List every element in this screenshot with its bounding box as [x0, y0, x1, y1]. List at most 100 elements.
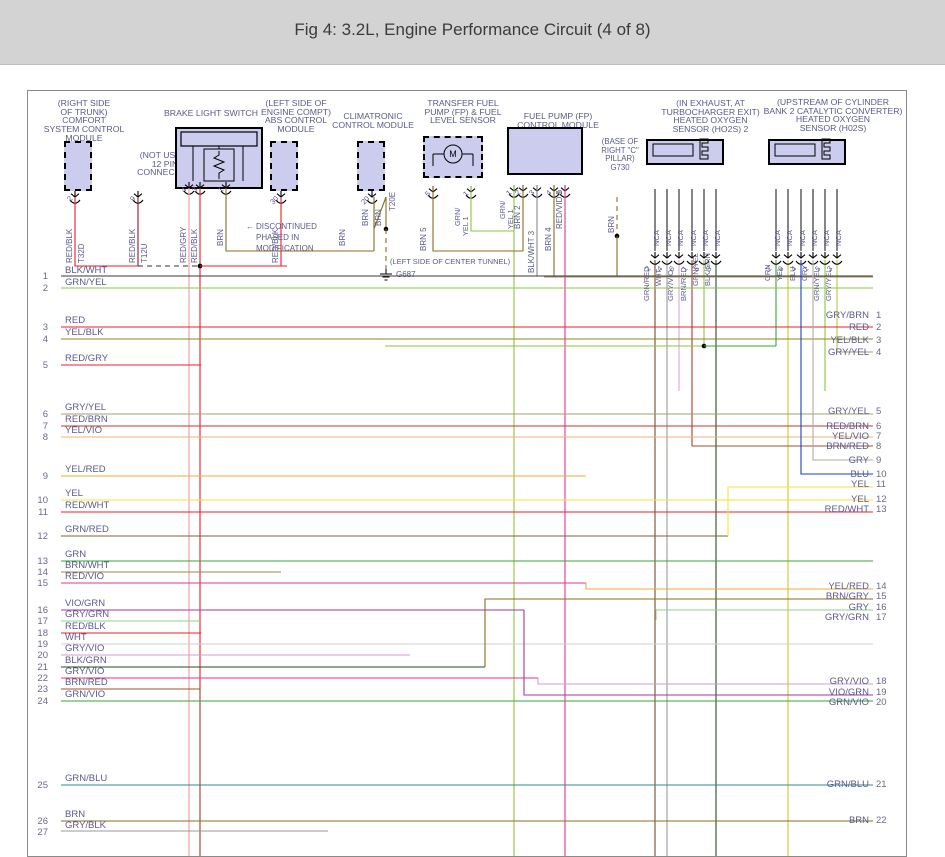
svg-text:22: 22 — [876, 815, 887, 826]
svg-text:21: 21 — [876, 779, 887, 790]
svg-text:YEL: YEL — [775, 267, 784, 281]
svg-text:RED/BLK: RED/BLK — [65, 228, 74, 263]
svg-text:MODIFICATION: MODIFICATION — [256, 244, 314, 253]
svg-text:BRN: BRN — [361, 209, 370, 226]
svg-text:RED/BLK: RED/BLK — [190, 228, 199, 263]
svg-text:T12U: T12U — [140, 243, 149, 263]
svg-text:RED/WHT: RED/WHT — [825, 504, 870, 515]
svg-text:21: 21 — [37, 662, 48, 673]
svg-text:17: 17 — [876, 612, 887, 623]
svg-text:BRN: BRN — [216, 229, 225, 246]
svg-text:10: 10 — [37, 495, 48, 506]
svg-text:22: 22 — [37, 673, 48, 684]
svg-text:30: 30 — [268, 194, 280, 206]
svg-text:GRY/YEL: GRY/YEL — [824, 269, 833, 301]
svg-text:GRN/YEL: GRN/YEL — [65, 277, 107, 288]
svg-text:GRY/GRN: GRY/GRN — [825, 612, 869, 623]
svg-text:RED/GRY: RED/GRY — [179, 226, 188, 263]
svg-text:8: 8 — [43, 432, 48, 443]
svg-text:BRN 4: BRN 4 — [544, 227, 553, 251]
svg-text:NCA: NCA — [834, 230, 843, 246]
svg-text:T20E: T20E — [388, 192, 397, 211]
svg-text:GRY/YEL: GRY/YEL — [828, 406, 869, 417]
svg-text:GRY/BLK: GRY/BLK — [65, 820, 107, 831]
svg-text:T32D: T32D — [77, 243, 86, 263]
svg-text:RED/GRY: RED/GRY — [65, 353, 109, 364]
svg-text:11: 11 — [876, 479, 886, 490]
svg-text:NCA: NCA — [773, 230, 782, 246]
svg-text:9: 9 — [43, 471, 48, 482]
svg-text:BRN: BRN — [849, 815, 869, 826]
svg-text:BRN 2: BRN 2 — [513, 205, 522, 229]
svg-text:7: 7 — [43, 421, 48, 432]
svg-text:13: 13 — [876, 504, 887, 515]
svg-text:GRY/GRN: GRY/GRN — [65, 609, 109, 620]
svg-text:NCA: NCA — [689, 230, 698, 246]
svg-text:14: 14 — [37, 567, 48, 578]
svg-text:4: 4 — [876, 347, 881, 358]
svg-text:BLK/GRN: BLK/GRN — [65, 655, 107, 666]
svg-text:GRY: GRY — [849, 455, 870, 466]
svg-text:9: 9 — [876, 455, 881, 466]
svg-text:YEL/BLK: YEL/BLK — [65, 327, 104, 338]
svg-text:GRY/VIO: GRY/VIO — [666, 270, 675, 301]
svg-text:YEL/VIO: YEL/VIO — [65, 425, 102, 436]
svg-text:BRN/RED: BRN/RED — [65, 677, 108, 688]
svg-text:2: 2 — [43, 283, 48, 294]
svg-text:GRN/RED: GRN/RED — [642, 266, 651, 301]
svg-text:GRN/VIO: GRN/VIO — [829, 697, 869, 708]
svg-text:23: 23 — [37, 684, 48, 695]
svg-text:3: 3 — [43, 322, 48, 333]
svg-text:RED/WHT: RED/WHT — [65, 500, 110, 511]
svg-text:RED/BLK: RED/BLK — [128, 228, 137, 263]
svg-text:1: 1 — [876, 310, 881, 321]
svg-text:G687: G687 — [396, 270, 416, 279]
svg-text:BRN 5: BRN 5 — [419, 227, 428, 251]
svg-text:RED/BRN: RED/BRN — [65, 414, 108, 425]
svg-text:12: 12 — [37, 531, 48, 542]
svg-text:BLK/WHT 3: BLK/WHT 3 — [527, 230, 536, 273]
svg-text:BLK/GRN: BLK/GRN — [703, 253, 712, 286]
svg-text:YEL/RED: YEL/RED — [65, 464, 106, 475]
svg-text:NCA: NCA — [664, 230, 673, 246]
svg-text:BLU: BLU — [788, 266, 797, 281]
svg-text:RED/VID 5: RED/VID 5 — [555, 189, 564, 229]
svg-text:PHASED IN: PHASED IN — [256, 233, 299, 242]
svg-text:VIO/GRN: VIO/GRN — [65, 598, 105, 609]
svg-text:6: 6 — [43, 409, 48, 420]
svg-text:19: 19 — [37, 639, 48, 650]
svg-text:BRN: BRN — [65, 809, 85, 820]
svg-text:BRN/WHT: BRN/WHT — [65, 560, 110, 571]
svg-text:1: 1 — [43, 271, 48, 282]
svg-text:GRY/YEL: GRY/YEL — [65, 402, 106, 413]
svg-text:BRN/RED: BRN/RED — [826, 441, 869, 452]
svg-text:NCA: NCA — [676, 230, 685, 246]
svg-text:3: 3 — [876, 335, 881, 346]
svg-text:GRN/YEL: GRN/YEL — [691, 253, 700, 286]
svg-text:(LEFT SIDE OF CENTER TUNNEL): (LEFT SIDE OF CENTER TUNNEL) — [390, 257, 511, 266]
svg-text:24: 24 — [37, 696, 48, 707]
svg-text:15: 15 — [37, 578, 48, 589]
svg-text:GRY/BRN: GRY/BRN — [826, 310, 869, 321]
svg-text:YEL: YEL — [65, 488, 83, 499]
svg-text:DISCONTINUED: DISCONTINUED — [256, 222, 317, 231]
svg-text:16: 16 — [37, 605, 48, 616]
svg-text:NCA: NCA — [785, 230, 794, 246]
svg-text:NCA: NCA — [798, 230, 807, 246]
svg-text:11: 11 — [38, 507, 48, 518]
svg-text:17: 17 — [37, 616, 48, 627]
svg-text:BRN/RED: BRN/RED — [679, 267, 688, 301]
svg-text:GRN: GRN — [763, 264, 772, 281]
svg-text:BRN: BRN — [374, 209, 383, 226]
svg-text:NCA: NCA — [701, 230, 710, 246]
svg-text:RED: RED — [849, 322, 869, 333]
svg-text:GRY/VIO: GRY/VIO — [65, 666, 104, 677]
svg-text:15: 15 — [876, 591, 887, 602]
svg-text:GRN/VIO: GRN/VIO — [65, 689, 105, 700]
svg-text:←: ← — [246, 222, 254, 231]
svg-text:YEL: YEL — [851, 479, 869, 490]
svg-text:25: 25 — [37, 780, 48, 791]
svg-text:NCA: NCA — [822, 230, 831, 246]
svg-text:GRY/YEL: GRY/YEL — [828, 347, 869, 358]
svg-text:27: 27 — [37, 827, 48, 838]
